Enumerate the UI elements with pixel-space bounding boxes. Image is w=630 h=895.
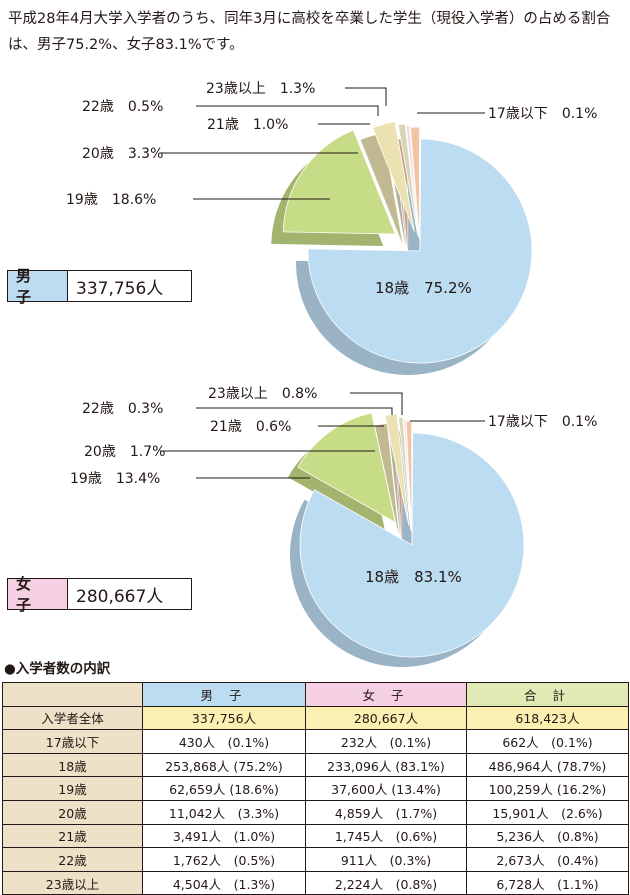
slice-18 [299,432,525,658]
intro-text: 平成28年4月大学入学者のうち、同年3月に高校を卒業した学生（現役入学者）の占め… [8,11,611,53]
male-total-box: 男 子 337,756人 [7,267,192,306]
leader-line-22 [196,407,393,415]
cell-female: 232人 (0.1%) [305,729,467,754]
table-row: 20歳 11,042人 (3.3%) 4,859人 (1.7%) 15,901人 (2… [2,799,629,825]
cell-male: 1,762人 (0.5%) [142,847,306,872]
row-label: 18歳 [2,752,143,778]
leader-line-22 [196,105,379,116]
slice-label-22: 22歳 0.5% [82,99,163,115]
slice-18 [307,138,533,364]
cell-male: 11,042人 (3.3%) [142,799,306,825]
slice-23-over [409,126,420,240]
row-label: 23歳以上 [2,870,143,895]
cell-female: 2,224人 (0.8%) [305,870,467,895]
table-row: 21歳 3,491人 (1.0%) 1,745人 (0.6%) 5,236人 (0.8… [2,823,629,849]
cell-total: 618,423人 [466,705,629,731]
slice-label-23-over: 23歳以上 1.3% [206,81,315,97]
row-label: 入学者全体 [2,705,143,731]
cell-male: 3,491人 (1.0%) [142,823,306,849]
slice-label-21: 21歳 0.6% [210,419,291,435]
slice-side-20 [360,133,403,244]
row-label: 19歳 [2,776,143,801]
female-total-label: 女 子 [8,575,68,614]
slice-label-20: 20歳 1.7% [84,444,165,460]
cell-male: 430人 (0.1%) [142,729,306,754]
slice-label-22: 22歳 0.3% [82,401,163,417]
female-pie-chart: 17歳以下 0.1% 19歳 13.4% 20歳 1.7% 21歳 0.6% 22歳 0… [70,386,597,667]
slice-label-17-under: 17歳以下 0.1% [488,414,597,430]
row-label: 17歳以下 [2,729,143,754]
cell-female: 4,859人 (1.7%) [305,799,467,825]
cell-female: 233,096人 (83.1%) [305,752,467,778]
leader-line-23-over [345,87,387,106]
table-header-row: 男 子女 子合 計 [2,682,629,707]
slice-22 [405,125,420,238]
cell-total: 5,236人 (0.8%) [466,823,629,849]
cell-male: 253,868人 (75.2%) [142,752,306,778]
row-label: 20歳 [2,799,143,825]
female-total-value: 280,667人 [76,586,164,607]
cell-female: 280,667人 [305,705,467,731]
male-total-value: 337,756人 [76,278,164,299]
table-row: 23歳以上 4,504人 (1.3%) 2,224人 (0.8%) 6,728人 (1… [2,870,629,895]
female-total-box: 女 子 280,667人 [7,575,192,614]
cell-male: 4,504人 (1.3%) [142,870,306,895]
leader-line-23-over [350,392,403,415]
header-total: 合 計 [466,682,629,707]
slice-20 [384,413,410,526]
slice-label-18: 18歳 83.1% [365,568,462,586]
cell-female: 37,600人 (13.4%) [305,776,467,801]
header-corner [2,682,143,707]
slice-19 [297,412,396,524]
slice-label-18: 18歳 75.2% [375,279,472,297]
slice-label-23-over: 23歳以上 0.8% [208,386,317,402]
slice-side-20 [375,423,399,536]
cell-total: 15,901人 (2.6%) [466,799,629,825]
cell-total: 2,673人 (0.4%) [466,847,629,872]
table-row: 入学者全体 337,756人 280,667人 618,423人 [2,705,629,731]
table-row: 17歳以下 430人 (0.1%) 232人 (0.1%) 662人 (0.1%) [2,729,629,754]
row-label: 22歳 [2,847,143,872]
cell-female: 911人 (0.3%) [305,847,467,872]
table-row: 19歳 62,659人 (18.6%) 37,600人 (13.4%) 100,259… [2,776,629,801]
header-female: 女 子 [305,682,467,707]
slice-21 [398,416,411,530]
cell-total: 486,964人 (78.7%) [466,752,629,778]
slice-label-20: 20歳 3.3% [82,146,163,162]
table-row: 18歳 253,868人 (75.2%) 233,096人 (83.1%) 486,9… [2,752,629,778]
male-pie-chart: 17歳以下 0.1% 19歳 18.6% 20歳 3.3% 21歳 1.0% 22歳 0… [66,81,597,375]
cell-total: 6,728人 (1.1%) [466,870,629,895]
slice-label-19: 19歳 18.6% [66,192,156,208]
slice-22 [403,418,412,532]
cell-female: 1,745人 (0.6%) [305,823,467,849]
male-total-label: 男 子 [8,267,68,306]
slice-label-17-under: 17歳以下 0.1% [488,106,597,122]
slice-21 [397,123,419,236]
breakdown-title: ●入学者数の内訳 [4,661,111,677]
cell-total: 662人 (0.1%) [466,729,629,754]
cell-total: 100,259人 (16.2%) [466,776,629,801]
slice-19 [282,129,396,235]
row-label: 21歳 [2,823,143,849]
breakdown-table: 男 子女 子合 計入学者全体 337,756人 280,667人 618,423人 17… [2,682,629,895]
slice-label-19: 19歳 13.4% [70,471,160,487]
slice-label-21: 21歳 1.0% [207,117,288,133]
cell-male: 337,756人 [142,705,306,731]
slice-20 [372,121,415,232]
cell-male: 62,659人 (18.6%) [142,776,306,801]
table-row: 22歳 1,762人 (0.5%) 911人 (0.3%) 2,673人 (0.4%) [2,847,629,872]
header-male: 男 子 [142,682,306,707]
slice-side-21 [388,427,401,540]
